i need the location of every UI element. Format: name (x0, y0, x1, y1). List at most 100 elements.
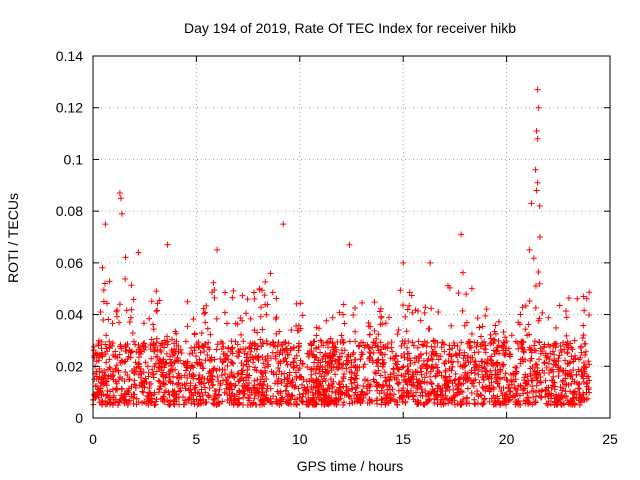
data-point (389, 386, 396, 393)
data-point (147, 380, 154, 387)
data-point (114, 307, 121, 314)
data-point (536, 356, 543, 363)
data-point (181, 381, 188, 388)
data-point (426, 396, 433, 403)
data-point (407, 361, 414, 368)
data-point (210, 365, 217, 372)
data-point (536, 339, 543, 346)
data-point (224, 397, 231, 404)
data-point (310, 366, 317, 373)
data-point (374, 400, 381, 407)
data-point (150, 374, 157, 381)
data-point (299, 361, 306, 368)
data-point (214, 246, 221, 253)
data-point (114, 313, 121, 320)
data-point (376, 308, 383, 315)
data-point (150, 341, 157, 348)
data-point (405, 338, 412, 345)
data-point (118, 345, 125, 352)
gridlines (93, 56, 610, 418)
data-point (528, 200, 535, 207)
data-point (311, 338, 318, 345)
data-point (257, 313, 264, 320)
data-point (482, 312, 489, 319)
data-point (128, 282, 135, 289)
data-point (324, 362, 331, 369)
plot-frame (92, 55, 611, 419)
data-point (463, 376, 470, 383)
data-point (95, 342, 102, 349)
data-point (387, 373, 394, 380)
data-point (229, 294, 236, 301)
data-point (319, 368, 326, 375)
data-point (427, 259, 434, 266)
data-point (533, 389, 540, 396)
data-point (543, 354, 550, 361)
data-point (137, 350, 144, 357)
data-point (405, 366, 412, 373)
data-point (136, 344, 143, 351)
data-point (215, 378, 222, 385)
data-point (297, 300, 304, 307)
data-point (576, 395, 583, 402)
data-point (339, 337, 346, 344)
data-point (427, 368, 434, 375)
data-point (400, 363, 407, 370)
data-point (112, 386, 119, 393)
data-point (242, 345, 249, 352)
data-point (475, 393, 482, 400)
data-point (132, 341, 139, 348)
data-point (148, 355, 155, 362)
data-point (515, 398, 522, 405)
data-point (109, 340, 116, 347)
data-point (379, 396, 386, 403)
data-point (414, 385, 421, 392)
data-point (317, 337, 324, 344)
data-point (240, 362, 247, 369)
data-point (142, 359, 149, 366)
data-point (251, 384, 258, 391)
data-point (235, 370, 242, 377)
data-point (563, 314, 570, 321)
data-point (421, 309, 428, 316)
data-point (472, 361, 479, 368)
data-point (463, 291, 470, 298)
data-point (305, 397, 312, 404)
data-point (481, 395, 488, 402)
data-point (532, 166, 539, 173)
data-point (254, 355, 261, 362)
data-point (502, 351, 509, 358)
data-point (98, 399, 105, 406)
data-point (557, 384, 564, 391)
data-point (333, 348, 340, 355)
data-point (260, 381, 267, 388)
data-point (284, 351, 291, 358)
data-point (336, 309, 343, 316)
data-point (483, 306, 490, 313)
data-point (267, 385, 274, 392)
data-point (541, 359, 548, 366)
data-point (251, 395, 258, 402)
data-point (459, 397, 466, 404)
data-point (156, 385, 163, 392)
data-point (340, 361, 347, 368)
data-point (273, 314, 280, 321)
data-point (263, 376, 270, 383)
data-point (539, 309, 546, 316)
data-point (117, 359, 124, 366)
data-point (295, 385, 302, 392)
data-point (476, 324, 483, 331)
data-point (222, 289, 229, 296)
data-point (346, 400, 353, 407)
data-point (150, 321, 157, 328)
data-point (478, 392, 485, 399)
data-point (150, 326, 157, 333)
y-axis-label: ROTI / TECUs (5, 193, 21, 283)
data-point (242, 384, 249, 391)
data-point (521, 377, 528, 384)
data-point (278, 380, 285, 387)
data-point (241, 390, 248, 397)
data-point (352, 305, 359, 312)
data-point (564, 350, 571, 357)
data-point (480, 373, 487, 380)
